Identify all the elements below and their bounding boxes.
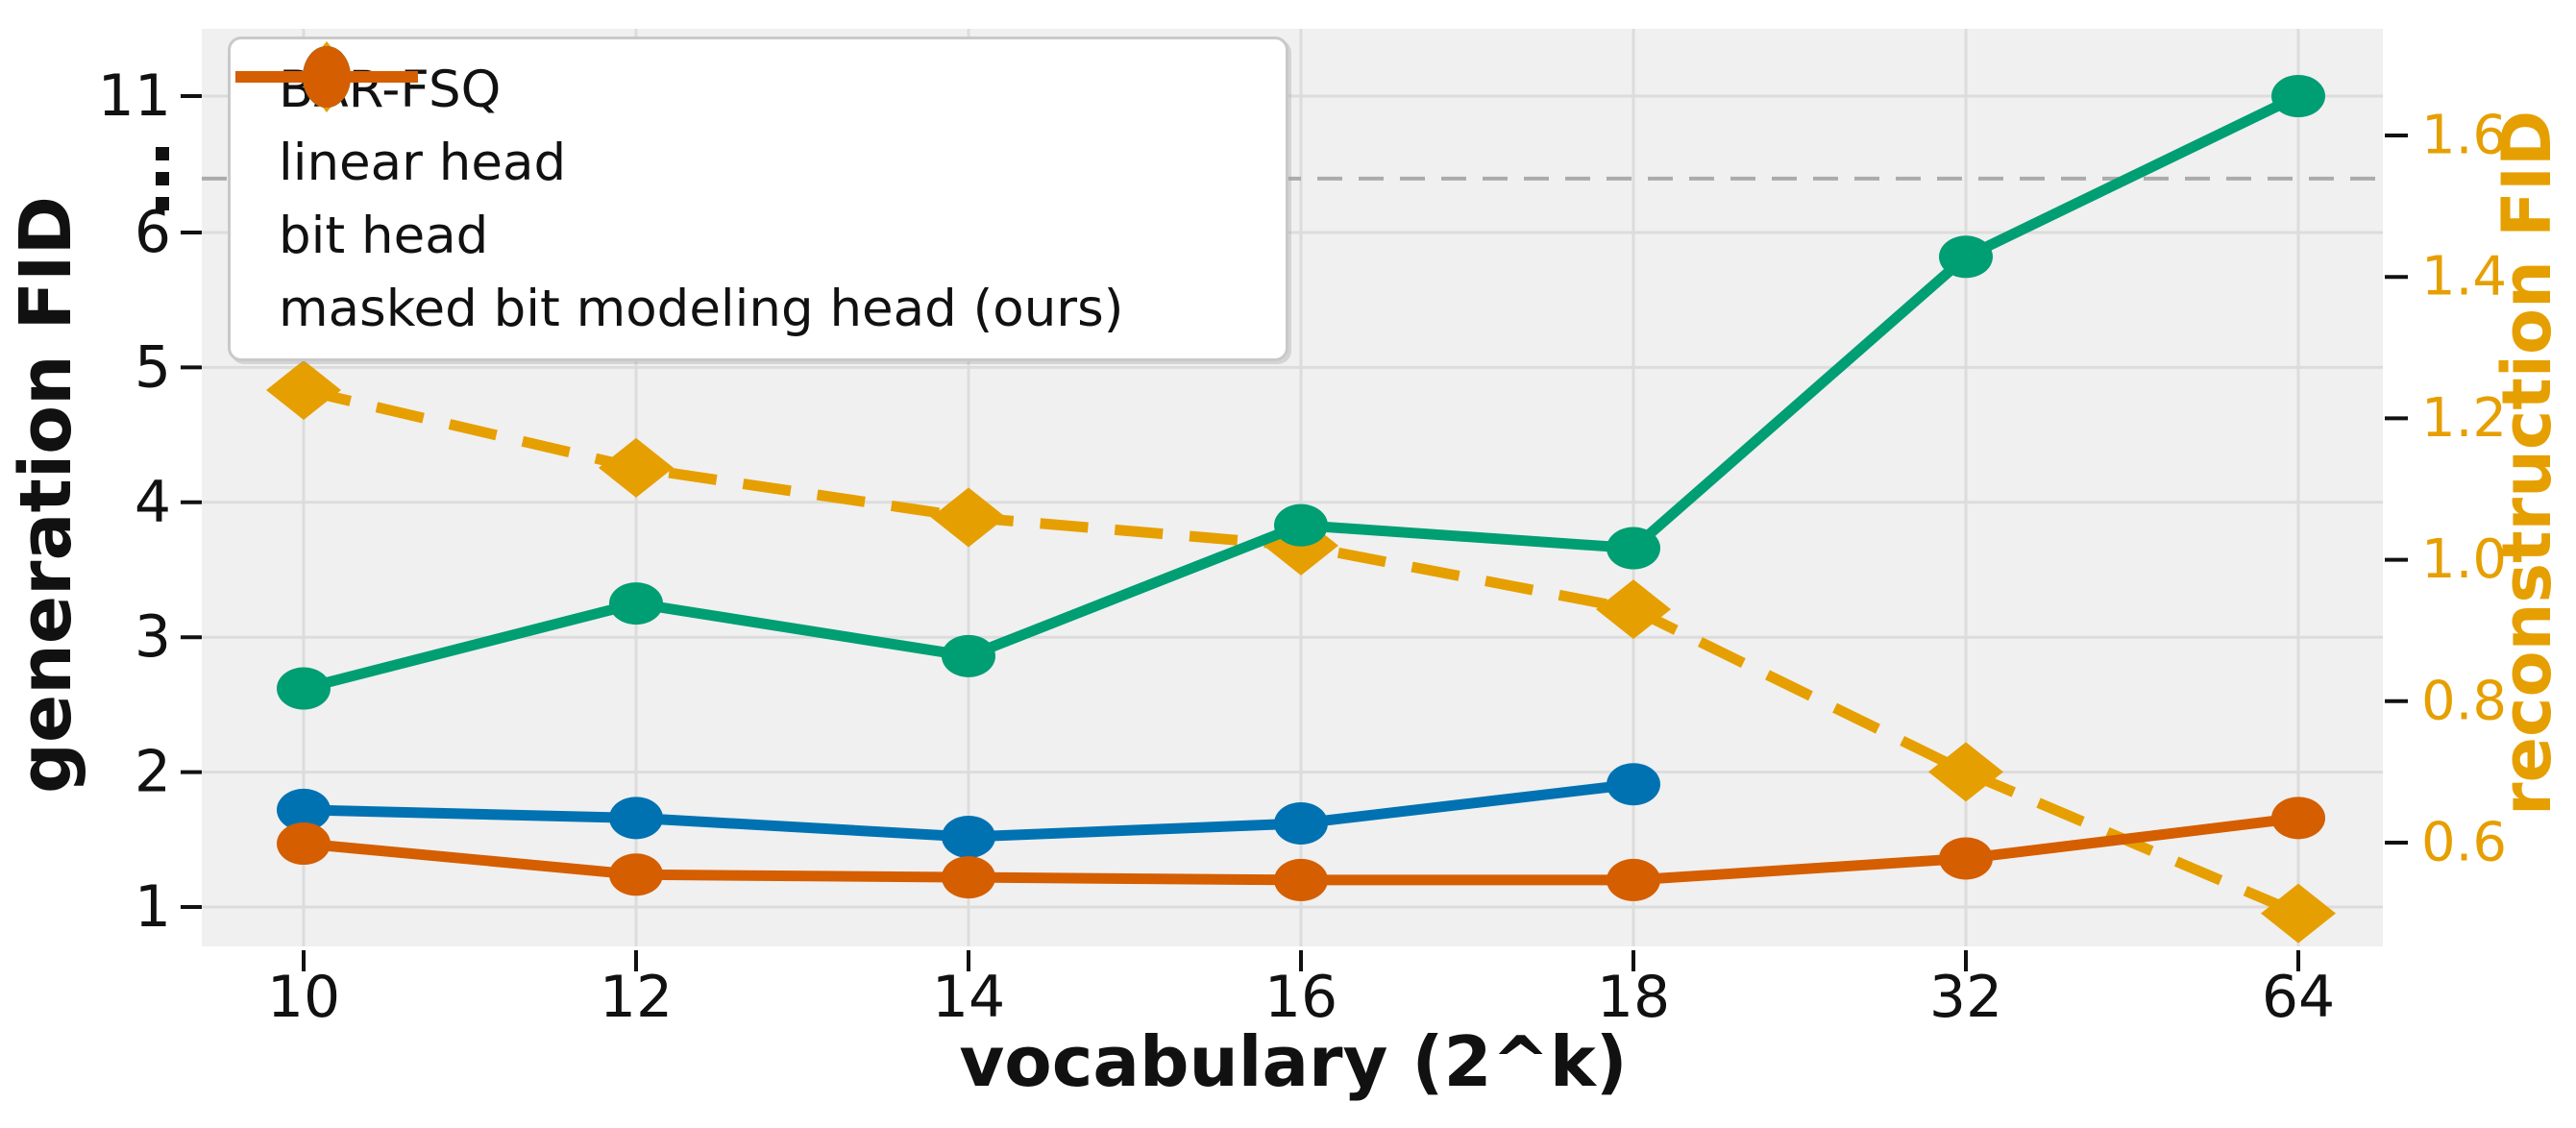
data-point-circle: [2271, 75, 2325, 118]
right-tick-label: 1.4: [2421, 246, 2507, 308]
x-tick-label: 10: [267, 964, 340, 1031]
data-point-circle: [1939, 235, 1993, 279]
right-tick-label: 1.0: [2421, 528, 2507, 591]
data-point-circle: [942, 815, 995, 858]
x-tick-label: 64: [2262, 964, 2335, 1031]
data-point-diamond: [1596, 579, 1671, 640]
data-point-circle: [609, 797, 663, 840]
legend-item-masked-bit-head: masked bit modeling head (ours): [235, 46, 1286, 345]
x-axis-title: vocabulary (2^k): [959, 1021, 1628, 1102]
data-point-circle: [609, 582, 663, 625]
data-point-circle: [277, 667, 331, 710]
left-tick-label: 3: [135, 603, 171, 671]
legend-sample-circle-solid-icon: [235, 46, 418, 108]
legend-label: bit head: [279, 206, 489, 265]
legend-item-bit-head: bit head: [235, 46, 1286, 272]
x-tick-label: 14: [932, 964, 1005, 1031]
data-point-circle: [942, 634, 995, 677]
data-point-diamond: [599, 437, 674, 498]
left-tick-label: 1: [135, 873, 171, 941]
right-tick-label: 0.6: [2421, 812, 2507, 874]
axis-break-dots-icon: [156, 147, 169, 160]
left-tick-label: 11: [98, 62, 171, 130]
left-tick-label: 2: [135, 739, 171, 806]
right-tick-label: 0.8: [2421, 670, 2507, 732]
legend-item-linear-head: linear head: [235, 46, 1286, 199]
axis-break-dots-icon: [156, 172, 169, 185]
data-point-circle: [1607, 527, 1660, 570]
data-point-circle: [2271, 797, 2325, 840]
data-point-circle: [1939, 837, 1993, 880]
data-point-diamond: [2261, 883, 2336, 944]
left-tick-label: 4: [135, 469, 171, 536]
data-point-diamond: [266, 359, 341, 420]
data-point-diamond: [931, 487, 1006, 548]
data-point-circle: [1274, 858, 1328, 901]
legend-label: linear head: [279, 133, 567, 192]
x-tick-label: 16: [1264, 964, 1337, 1031]
right-axis-title: reconstruction FID: [2488, 110, 2566, 816]
data-point-circle: [1607, 858, 1660, 901]
legend-label: masked bit modeling head (ours): [279, 279, 1124, 338]
data-point-circle: [942, 856, 995, 899]
axis-break-dots-icon: [156, 197, 169, 210]
x-tick-label: 32: [1929, 964, 2002, 1031]
data-point-circle: [609, 853, 663, 896]
left-axis-title: generation FID: [5, 196, 87, 794]
data-point-diamond: [1928, 742, 2003, 802]
data-point-circle: [1274, 801, 1328, 845]
legend: BAR-FSQ linear head bit head masked bit …: [228, 37, 1288, 361]
data-point-circle: [277, 822, 331, 866]
data-point-circle: [277, 788, 331, 831]
data-point-circle: [1274, 503, 1328, 547]
data-point-circle: [1607, 763, 1660, 806]
x-tick-label: 12: [600, 964, 673, 1031]
right-tick-label: 1.2: [2421, 387, 2507, 450]
left-tick-label: 5: [135, 333, 171, 401]
right-tick-label: 1.6: [2421, 105, 2507, 167]
x-tick-label: 18: [1597, 964, 1670, 1031]
